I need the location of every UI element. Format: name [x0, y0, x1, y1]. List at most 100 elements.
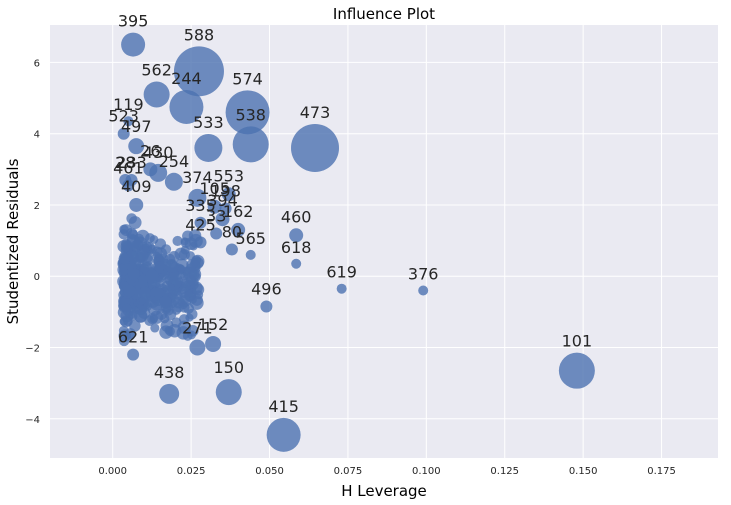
chart-title: Influence Plot: [333, 5, 435, 23]
data-point: [221, 187, 236, 202]
data-point: [117, 240, 131, 253]
data-point: [133, 309, 148, 323]
data-point: [172, 235, 183, 247]
data-point: [128, 138, 145, 155]
data-point: [205, 335, 222, 352]
y-tick-label: 6: [34, 58, 40, 69]
point-label: 80: [222, 223, 242, 242]
point-label: 460: [281, 207, 312, 226]
point-label: 438: [154, 363, 185, 382]
point-label: 374: [182, 168, 213, 187]
grid: [50, 25, 718, 458]
data-point: [185, 263, 196, 274]
y-tick-label: −2: [25, 344, 40, 355]
data-point: [291, 123, 340, 172]
point-label: 496: [251, 280, 282, 299]
point-label: 244: [171, 69, 202, 88]
point-label: 105: [199, 179, 230, 198]
data-point: [225, 243, 238, 256]
data-point: [117, 127, 130, 140]
data-point: [225, 90, 270, 135]
data-point: [215, 379, 242, 406]
data-point: [145, 233, 155, 243]
data-point: [185, 251, 195, 261]
point-label: 119: [113, 95, 144, 114]
x-axis-label: H Leverage: [341, 482, 427, 500]
data-point: [260, 300, 273, 313]
x-tick-label: 0.150: [569, 466, 598, 477]
data-point: [159, 325, 173, 339]
point-label: 254: [159, 152, 190, 171]
data-point: [127, 348, 140, 361]
point-label: 376: [408, 265, 439, 284]
point-label: 538: [235, 105, 266, 124]
x-tick-label: 0.000: [98, 466, 127, 477]
point-label: 152: [198, 315, 229, 334]
point-label: 28: [115, 153, 135, 172]
data-point: [153, 287, 164, 298]
point-label: 565: [235, 229, 266, 248]
data-point: [143, 81, 170, 108]
point-label: 335: [185, 196, 216, 215]
data-point: [219, 202, 232, 215]
data-point: [176, 326, 191, 340]
data-point: [291, 258, 302, 269]
data-point: [135, 249, 149, 263]
point-label: 523: [108, 107, 139, 126]
data-point: [173, 302, 184, 313]
point-label: 101: [562, 332, 593, 351]
data-point: [120, 224, 133, 237]
data-point: [123, 116, 134, 127]
point-label: 233: [116, 153, 147, 172]
points: [117, 32, 595, 452]
data-point: [159, 295, 172, 309]
data-point: [147, 313, 158, 325]
point-label: 618: [281, 238, 312, 257]
point-label: 33: [206, 206, 226, 225]
x-axis-ticks: 0.000 0.025 0.050 0.075 0.100 0.125 0.150 0.175: [98, 466, 675, 477]
data-point: [161, 280, 173, 292]
data-point: [184, 237, 198, 250]
data-point: [122, 179, 135, 192]
data-point: [177, 264, 186, 273]
data-point: [194, 133, 223, 162]
data-point: [159, 383, 180, 404]
point-label: 162: [223, 202, 254, 221]
point-label: 26: [140, 141, 160, 160]
x-tick-label: 0.025: [177, 466, 206, 477]
data-point: [188, 295, 197, 304]
data-point: [186, 308, 198, 320]
y-tick-label: −4: [25, 415, 40, 426]
data-point: [558, 352, 595, 389]
point-label: 497: [121, 117, 152, 136]
data-point: [122, 303, 132, 313]
data-point: [232, 126, 269, 163]
point-label: 621: [118, 328, 149, 347]
point-label: 473: [300, 103, 331, 122]
data-point: [215, 212, 230, 227]
data-point: [143, 162, 158, 177]
x-tick-label: 0.075: [334, 466, 363, 477]
point-label: 588: [184, 25, 215, 44]
x-tick-label: 0.050: [255, 466, 284, 477]
x-tick-label: 0.100: [412, 466, 441, 477]
data-point: [192, 283, 205, 296]
data-point: [118, 325, 129, 336]
data-point: [194, 216, 207, 229]
data-point: [127, 268, 140, 281]
data-point: [150, 323, 160, 333]
point-label: 553: [213, 166, 244, 185]
data-point: [169, 89, 204, 124]
data-point: [188, 188, 207, 207]
x-tick-label: 0.125: [490, 466, 519, 477]
point-label: 415: [268, 397, 299, 416]
data-point: [289, 228, 304, 243]
point-label: 150: [213, 358, 244, 377]
data-point: [194, 236, 207, 249]
y-tick-label: 4: [34, 130, 40, 141]
point-label: 574: [232, 69, 263, 88]
data-point: [174, 247, 188, 261]
data-point: [146, 269, 159, 283]
